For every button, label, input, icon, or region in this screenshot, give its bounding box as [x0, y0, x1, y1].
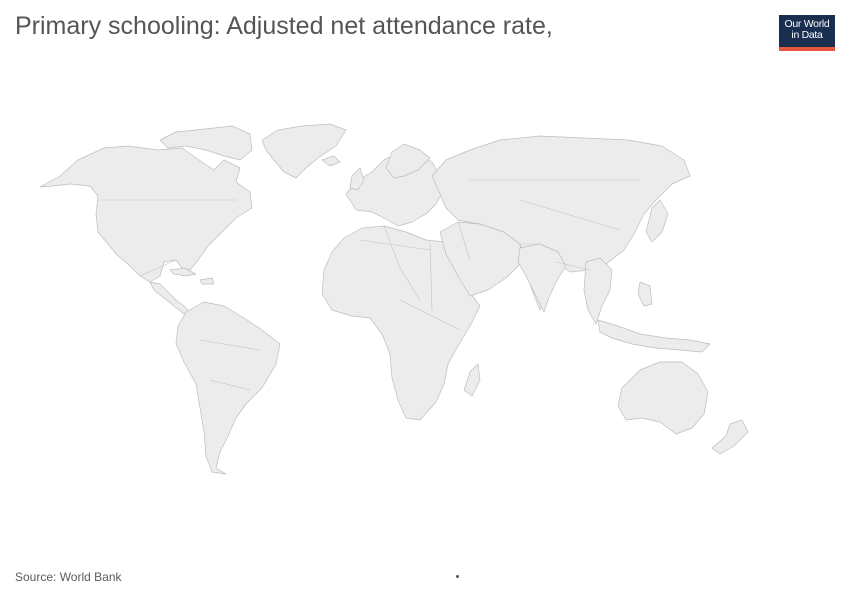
source-note: Source: World Bank — [15, 570, 122, 584]
logo-line-2: in Data — [791, 29, 823, 41]
madagascar[interactable] — [463, 363, 481, 397]
africa[interactable] — [321, 225, 481, 421]
asia[interactable] — [431, 135, 691, 311]
united-kingdom[interactable] — [349, 167, 365, 191]
new-zealand[interactable] — [711, 419, 749, 455]
chart-title: Primary schooling: Adjusted net attendan… — [15, 12, 553, 40]
border-lines — [98, 179, 640, 391]
north-america[interactable] — [39, 145, 253, 283]
south-america[interactable] — [175, 301, 281, 475]
our-world-in-data-logo[interactable]: Our World in Data — [779, 15, 835, 51]
japan[interactable] — [645, 199, 669, 243]
logo-line-1: Our World — [784, 18, 830, 30]
philippines[interactable] — [637, 281, 653, 307]
indonesia[interactable] — [597, 319, 711, 353]
timeline-dot[interactable] — [456, 575, 459, 578]
cuba[interactable] — [169, 267, 197, 277]
canadian-arctic-islands[interactable] — [159, 125, 253, 161]
australia[interactable] — [617, 361, 709, 435]
iceland[interactable] — [321, 155, 341, 167]
scandinavia[interactable] — [385, 143, 431, 179]
hispaniola[interactable] — [199, 277, 215, 285]
central-america[interactable] — [149, 281, 191, 315]
indian-subcontinent[interactable] — [517, 243, 567, 313]
greenland[interactable] — [261, 123, 347, 179]
southeast-asia[interactable] — [583, 257, 613, 325]
logo-accent-bar — [779, 47, 835, 51]
